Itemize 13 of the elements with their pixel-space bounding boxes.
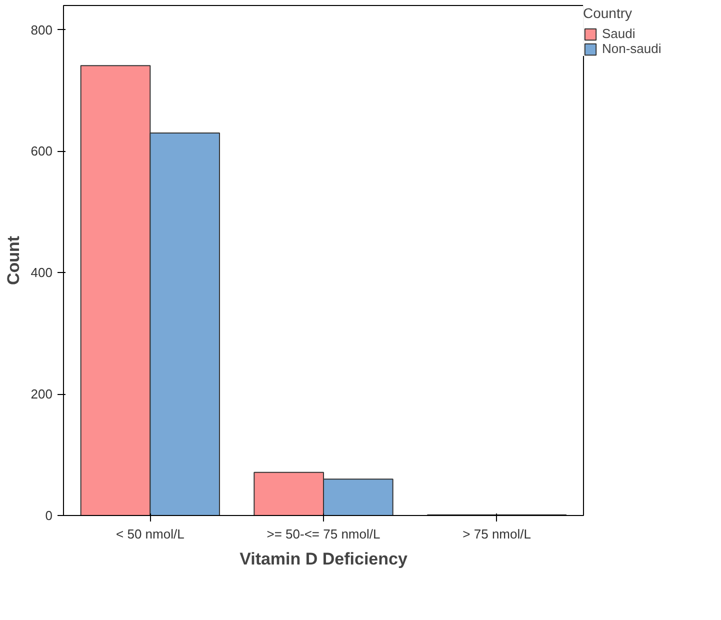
x-tick-label: > 75 nmol/L: [462, 526, 531, 542]
x-tick-label: < 50 nmol/L: [116, 526, 184, 542]
y-axis-title: Count: [4, 236, 23, 286]
y-tick-label: 600: [30, 144, 53, 159]
y-tick-label: 200: [30, 386, 53, 402]
legend-label: Non-saudi: [602, 41, 662, 56]
y-tick-label: 400: [30, 265, 53, 280]
legend-title: Country: [583, 5, 634, 21]
legend-label: Saudi: [602, 26, 636, 41]
x-tick-label: >= 50-<= 75 nmol/L: [266, 526, 380, 542]
y-tick-label: 0: [45, 508, 53, 523]
x-axis-title: Vitamin D Deficiency: [240, 550, 408, 568]
y-tick-label: 800: [30, 22, 53, 38]
